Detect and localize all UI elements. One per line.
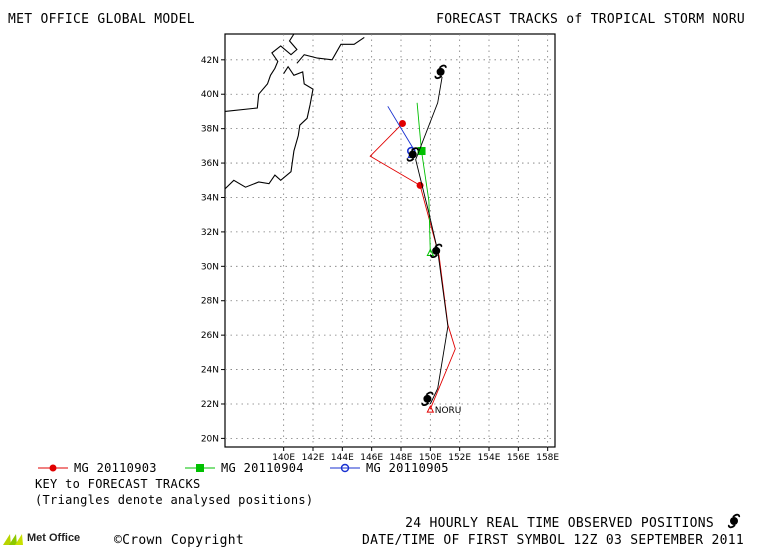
copyright-text: ©Crown Copyright bbox=[114, 533, 245, 548]
lat-tick-label: 32N bbox=[201, 228, 219, 238]
legend-marker-blue bbox=[340, 463, 350, 473]
map-grid bbox=[221, 34, 555, 451]
lat-tick-label: 38N bbox=[201, 125, 219, 135]
coastline bbox=[224, 33, 365, 190]
met-office-logo: Met Office bbox=[2, 531, 80, 545]
legend-marker-green bbox=[196, 464, 204, 472]
lat-tick-label: 22N bbox=[201, 400, 219, 410]
first-symbol-datetime: DATE/TIME OF FIRST SYMBOL 12Z 03 SEPTEMB… bbox=[362, 533, 744, 548]
lon-tick-label: 152E bbox=[448, 453, 471, 463]
forecast-line-2 bbox=[387, 106, 414, 155]
legend-title: KEY to FORECAST TRACKS bbox=[35, 477, 201, 491]
lat-tick-label: 36N bbox=[201, 159, 219, 169]
legend-key-samples bbox=[38, 463, 360, 473]
observed-track-line bbox=[415, 76, 449, 405]
legend-marker-red bbox=[49, 464, 57, 472]
lon-tick-label: 154E bbox=[478, 453, 501, 463]
coastline-hokkaido bbox=[296, 36, 365, 64]
lon-tick-label: 146E bbox=[360, 453, 383, 463]
lat-tick-label: 40N bbox=[201, 90, 219, 100]
observed-positions-label: 24 HOURLY REAL TIME OBSERVED POSITIONS bbox=[405, 516, 714, 531]
lon-tick-label: 150E bbox=[419, 453, 442, 463]
latitude-labels: 20N 22N 24N 26N 28N 30N 32N 34N 36N 38N 40N 42N bbox=[201, 56, 219, 445]
analysed-position-triangle bbox=[426, 405, 435, 413]
lat-tick-label: 24N bbox=[201, 366, 219, 376]
lat-tick-label: 20N bbox=[201, 434, 219, 444]
legend-label-20110903: MG 20110903 bbox=[74, 461, 157, 475]
legend-label-20110904: MG 20110904 bbox=[221, 461, 304, 475]
forecast-marker bbox=[398, 119, 406, 127]
lon-tick-label: 156E bbox=[507, 453, 530, 463]
lon-tick-label: 140E bbox=[272, 453, 295, 463]
lon-tick-label: 158E bbox=[536, 453, 559, 463]
lon-tick-label: 144E bbox=[331, 453, 354, 463]
observed-storm-symbol bbox=[434, 64, 447, 80]
storm-name-label: NORU bbox=[435, 406, 462, 416]
observed-storm-symbol bbox=[406, 147, 419, 162]
lat-tick-label: 30N bbox=[201, 262, 219, 272]
coastline-honshu bbox=[224, 65, 314, 190]
coastline-west bbox=[224, 33, 298, 112]
legend-note: (Triangles denote analysed positions) bbox=[35, 493, 314, 507]
map-frame bbox=[224, 33, 556, 448]
lon-tick-label: 148E bbox=[390, 453, 413, 463]
forecast-line-1 bbox=[416, 102, 431, 253]
lat-tick-label: 26N bbox=[201, 331, 219, 341]
model-title: MET OFFICE GLOBAL MODEL bbox=[8, 12, 195, 27]
met-office-logo-text: Met Office bbox=[27, 532, 81, 544]
observed-storm-symbol bbox=[430, 243, 443, 259]
observed-track bbox=[406, 64, 449, 407]
forecast-line-0 bbox=[369, 123, 456, 410]
legend-label-20110905: MG 20110905 bbox=[366, 461, 449, 475]
lat-tick-label: 42N bbox=[201, 56, 219, 66]
lat-tick-label: 34N bbox=[201, 193, 219, 203]
lat-tick-label: 28N bbox=[201, 297, 219, 307]
longitude-labels: 140E 142E 144E 146E 148E 150E 152E 154E 156E 158E bbox=[272, 453, 559, 463]
met-office-logo-icon bbox=[2, 531, 24, 545]
forecast-marker bbox=[417, 147, 426, 156]
observed-storm-symbol bbox=[421, 391, 434, 407]
storm-symbol-legend bbox=[727, 513, 741, 529]
storm-symbol-icon bbox=[727, 513, 741, 529]
lon-tick-label: 142E bbox=[302, 453, 325, 463]
chart-title: FORECAST TRACKS of TROPICAL STORM NORU bbox=[436, 12, 745, 27]
